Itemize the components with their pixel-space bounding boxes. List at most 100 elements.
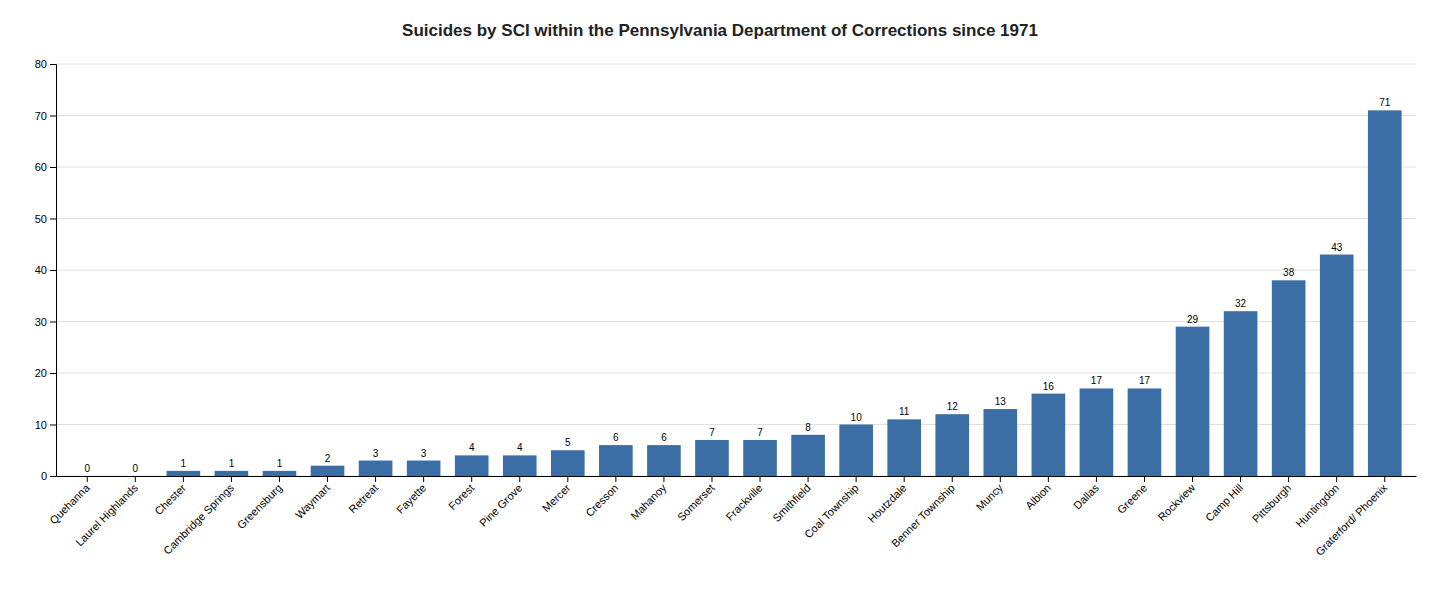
- y-axis-line: [50, 65, 57, 477]
- x-tick-mark: [904, 476, 905, 482]
- x-tick: Benner Township: [889, 476, 957, 550]
- x-tick-label: Greene: [1115, 482, 1149, 516]
- x-tick-label: Graterford/ Phoenix: [1313, 481, 1390, 558]
- x-tick-label: Somerset: [675, 482, 717, 524]
- x-axis: QuehannaLaurel HighlandsChesterCambridge…: [47, 476, 1416, 558]
- x-tick-label: Cambridge Springs: [161, 481, 236, 556]
- data-label: 12: [947, 401, 959, 412]
- data-label: 3: [373, 448, 379, 459]
- x-tick-label: Forest: [446, 482, 477, 513]
- x-tick: Quehanna: [47, 476, 92, 526]
- grid-line: [56, 270, 1416, 271]
- grid-line: [56, 321, 1416, 322]
- x-tick-mark: [1288, 476, 1289, 482]
- data-label: 2: [325, 453, 331, 464]
- data-label: 8: [805, 422, 811, 433]
- data-label: 1: [229, 458, 235, 469]
- data-label: 10: [851, 412, 863, 423]
- x-tick-label: Smithfield: [770, 482, 813, 525]
- y-tick: 10: [35, 419, 56, 431]
- bar: [1368, 110, 1402, 476]
- x-tick-label: Albion: [1023, 482, 1053, 512]
- x-tick-label: Chester: [152, 481, 188, 517]
- data-label: 32: [1235, 298, 1247, 309]
- x-tick: Fayette: [394, 476, 428, 516]
- y-tick: 50: [35, 213, 56, 225]
- y-tick-label: 70: [35, 110, 47, 122]
- y-tick-mark: [50, 476, 56, 477]
- x-tick: Cresson: [583, 476, 620, 519]
- x-tick-mark: [1144, 476, 1145, 482]
- x-tick-mark: [711, 476, 712, 482]
- x-tick: Somerset: [675, 476, 717, 523]
- data-label: 0: [133, 463, 139, 474]
- y-axis: 01020304050607080: [35, 58, 57, 482]
- x-tick-mark: [87, 476, 88, 482]
- bar: [311, 466, 345, 476]
- x-tick-mark: [1192, 476, 1193, 482]
- x-tick-label: Mahanoy: [628, 481, 669, 522]
- y-tick: 0: [41, 470, 56, 482]
- y-tick-label: 60: [35, 161, 47, 173]
- bar: [1080, 388, 1114, 476]
- x-tick-mark: [1048, 476, 1049, 482]
- y-tick: 30: [35, 316, 56, 328]
- x-tick-mark: [1336, 476, 1337, 482]
- data-label: 1: [277, 458, 283, 469]
- bar: [935, 414, 969, 476]
- data-label: 3: [421, 448, 427, 459]
- bar: [839, 425, 873, 477]
- y-tick: 80: [35, 58, 56, 70]
- y-tick: 60: [35, 161, 56, 173]
- x-tick-label: Retreat: [346, 482, 380, 516]
- bar: [1032, 394, 1066, 476]
- x-tick: Rockview: [1155, 476, 1197, 523]
- x-tick-mark: [615, 476, 616, 482]
- data-label: 11: [899, 406, 910, 417]
- data-label: 6: [613, 432, 619, 443]
- data-label: 0: [84, 463, 90, 474]
- bar: [118, 476, 152, 477]
- y-tick-mark: [50, 116, 56, 117]
- x-tick-mark: [231, 476, 232, 482]
- x-tick-mark: [1000, 476, 1001, 482]
- x-tick-mark: [952, 476, 953, 482]
- bar: [70, 476, 104, 477]
- y-tick-mark: [50, 219, 56, 220]
- bars: [167, 110, 1402, 476]
- bar: [743, 440, 777, 476]
- x-tick-mark: [808, 476, 809, 482]
- y-tick-label: 30: [35, 316, 47, 328]
- title: Suicides by SCI within the Pennsylvania …: [402, 21, 1038, 40]
- x-tick: Mahanoy: [628, 476, 669, 522]
- bar: [551, 450, 585, 476]
- x-tick: Greensburg: [235, 476, 285, 531]
- x-tick-label: Fayette: [394, 482, 428, 516]
- data-label: 4: [469, 442, 475, 453]
- data-label: 43: [1331, 242, 1343, 253]
- x-tick-label: Quehanna: [47, 481, 92, 526]
- x-tick-mark: [279, 476, 280, 482]
- bar: [215, 471, 249, 476]
- bar: [1128, 388, 1162, 476]
- x-tick: Smithfield: [770, 476, 813, 524]
- bar: [599, 445, 633, 476]
- bar: [791, 435, 825, 476]
- y-tick-mark: [50, 425, 56, 426]
- x-tick-label: Huntingdon: [1293, 482, 1341, 530]
- bar: [1176, 327, 1210, 476]
- x-tick-label: Greensburg: [235, 482, 285, 532]
- x-tick: Greene: [1115, 476, 1149, 516]
- data-label: 38: [1283, 267, 1295, 278]
- x-tick-label: Pittsburgh: [1250, 482, 1294, 526]
- data-label: 4: [517, 442, 523, 453]
- x-tick-label: Cresson: [583, 482, 620, 519]
- grid-line: [56, 115, 1416, 116]
- x-axis-line: [57, 476, 1417, 477]
- x-tick-mark: [760, 476, 761, 482]
- grid-line: [56, 476, 1416, 477]
- x-tick-mark: [135, 476, 136, 482]
- x-tick-label: Muncy: [974, 481, 1006, 513]
- x-tick: Pine Grove: [477, 476, 524, 529]
- bar: [407, 461, 441, 476]
